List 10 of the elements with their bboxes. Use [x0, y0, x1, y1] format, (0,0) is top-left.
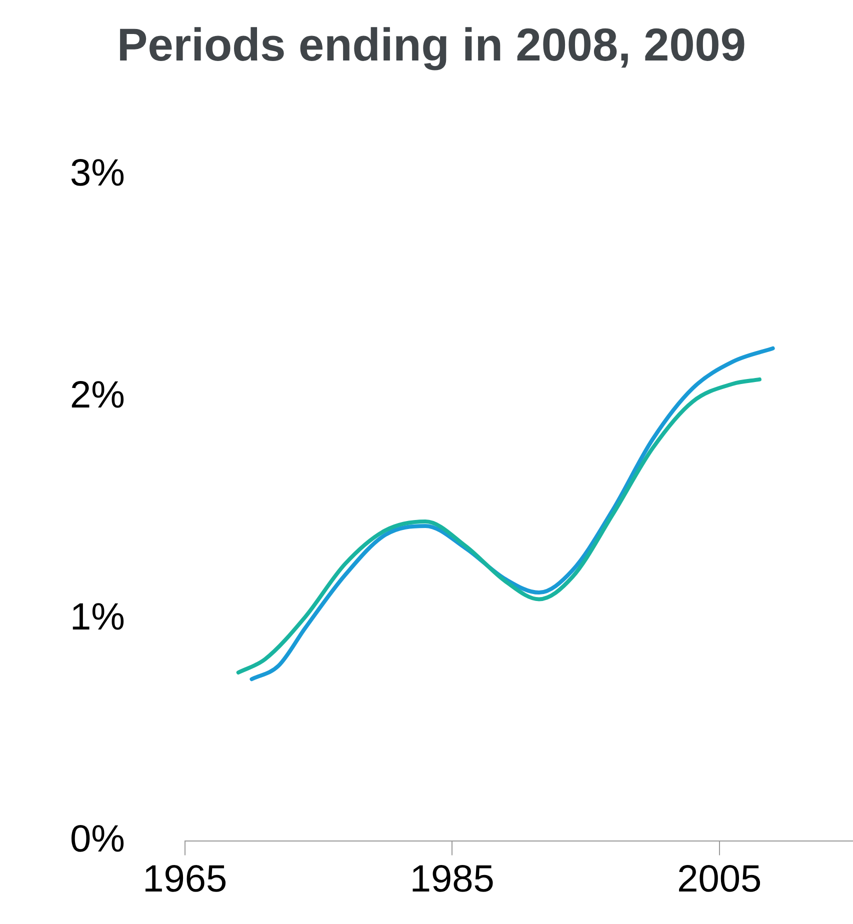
chart-title: Periods ending in 2008, 2009 — [117, 18, 746, 70]
line-series — [236, 377, 762, 674]
x-tick-label: 2005 — [677, 858, 762, 900]
y-tick-label: 3% — [70, 152, 125, 195]
y-tick-label: 2% — [70, 374, 125, 417]
x-tick-label: 1985 — [410, 858, 494, 900]
line-series — [250, 346, 775, 682]
x-tick-label: 1965 — [142, 858, 228, 900]
y-tick-label: 0% — [70, 818, 125, 861]
y-tick-label: 1% — [70, 596, 125, 639]
